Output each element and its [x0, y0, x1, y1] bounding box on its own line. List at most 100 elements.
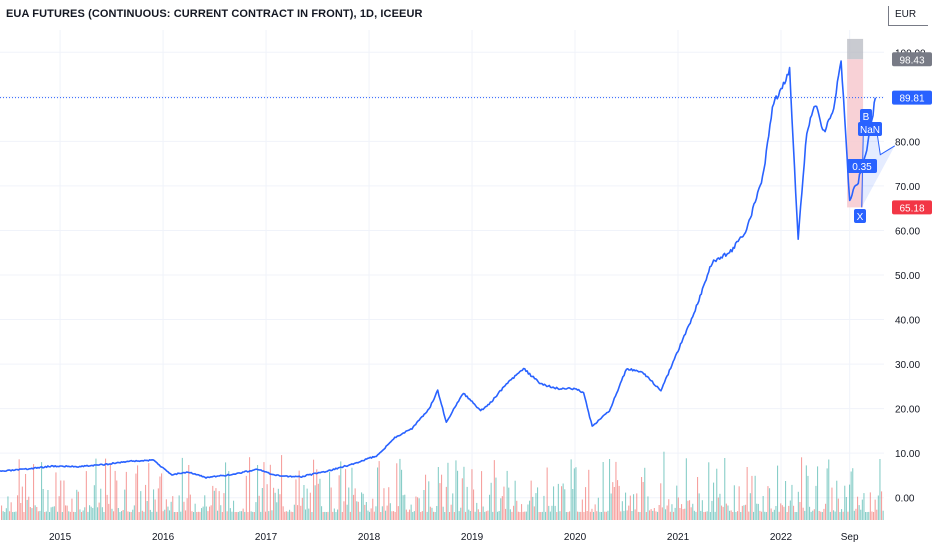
volume-bar — [445, 486, 447, 520]
volume-bar — [706, 511, 708, 520]
volume-bar — [125, 471, 127, 520]
volume-bar — [45, 511, 47, 520]
volume-bar — [353, 494, 355, 520]
x-tick-label: Sep — [841, 532, 859, 543]
y-tick-label: 20.00 — [895, 405, 920, 416]
volume-bar — [407, 511, 409, 520]
pattern-label-bg — [860, 109, 872, 123]
volume-bar — [132, 509, 134, 520]
volume-bar — [834, 511, 836, 520]
volume-bar — [189, 494, 191, 520]
volume-bar — [61, 512, 63, 520]
volume-bar — [863, 493, 865, 520]
volume-bar — [500, 498, 502, 520]
volume-bar — [503, 486, 505, 520]
volume-bar — [265, 511, 267, 520]
volume-bar — [298, 470, 300, 520]
volume-bar — [362, 493, 364, 520]
volume-bar — [402, 495, 404, 520]
volume-bar — [737, 511, 739, 520]
volume-bar — [261, 488, 263, 520]
x-tick-label: 2017 — [255, 532, 278, 543]
volume-bar — [490, 482, 492, 520]
volume-bar — [249, 457, 251, 520]
volume-bar — [717, 497, 719, 520]
volume-bar — [127, 511, 129, 520]
volume-bar — [564, 489, 566, 520]
volume-bar — [74, 512, 76, 520]
currency-label[interactable]: EUR — [888, 6, 928, 26]
volume-bar — [409, 509, 411, 520]
volume-bar — [805, 465, 807, 520]
volume-bar — [781, 505, 783, 520]
volume-bar — [313, 459, 315, 520]
volume-bar — [167, 506, 169, 520]
volume-bar — [101, 507, 103, 520]
volume-bar — [493, 460, 495, 520]
volume-bar — [873, 512, 875, 520]
volume-bar — [333, 508, 335, 520]
volume-bar — [756, 503, 758, 520]
volume-bar — [660, 483, 662, 520]
volume-bar — [511, 511, 513, 520]
volume-bar — [655, 511, 657, 520]
volume-bar — [818, 511, 820, 520]
volume-bar — [226, 511, 228, 520]
volume-bar — [820, 511, 822, 520]
volume-bar — [98, 502, 100, 520]
volume-bar — [545, 511, 547, 520]
volume-bar — [162, 511, 164, 520]
volume-bar — [727, 505, 729, 520]
volume-bar — [452, 493, 454, 520]
volume-bar — [538, 512, 540, 520]
volume-bar — [372, 498, 374, 520]
volume-bar — [548, 505, 550, 520]
volume-bar — [33, 464, 35, 520]
volume-bar — [466, 486, 468, 520]
volume-bar — [63, 480, 65, 520]
volume-bar — [788, 505, 790, 520]
volume-bar — [172, 496, 174, 520]
volume-bar — [381, 506, 383, 520]
volume-bar — [482, 506, 484, 520]
volume-bar — [332, 511, 334, 520]
volume-bar — [783, 506, 785, 520]
volume-bar — [199, 511, 201, 520]
volume-bar — [658, 505, 660, 520]
volume-bar — [821, 512, 823, 520]
volume-bar — [525, 511, 527, 520]
volume-bar — [223, 493, 225, 520]
x-tick-label: 2022 — [770, 532, 793, 543]
volume-bar — [34, 505, 36, 520]
volume-bar — [410, 504, 412, 520]
volume-bar — [90, 506, 92, 520]
volume-bar — [857, 496, 859, 520]
volume-bar — [85, 471, 87, 520]
volume-bar — [365, 502, 367, 520]
volume-bar — [145, 484, 147, 520]
volume-bar — [681, 504, 683, 520]
volume-bar — [417, 497, 419, 520]
volume-bar — [489, 494, 491, 520]
price-label-text: 98.43 — [899, 55, 924, 66]
volume-bar — [461, 478, 463, 520]
volume-bar — [159, 476, 161, 520]
volume-bar — [505, 508, 507, 520]
volume-bar — [695, 511, 697, 520]
volume-bar — [69, 511, 71, 520]
volume-bar — [469, 511, 471, 520]
volume-bar — [554, 505, 556, 520]
volume-bar — [231, 511, 233, 520]
volume-bar — [565, 512, 567, 520]
volume-bar — [221, 512, 223, 520]
volume-bar — [5, 508, 7, 520]
volume-bar — [668, 499, 670, 520]
volume-bar — [772, 511, 774, 520]
volume-bar — [364, 504, 366, 520]
volume-bar — [52, 506, 54, 520]
volume-bar — [284, 511, 286, 520]
volume-bar — [220, 505, 222, 520]
volume-bar — [777, 465, 779, 520]
volume-bar — [874, 499, 876, 520]
volume-bar — [369, 511, 371, 520]
